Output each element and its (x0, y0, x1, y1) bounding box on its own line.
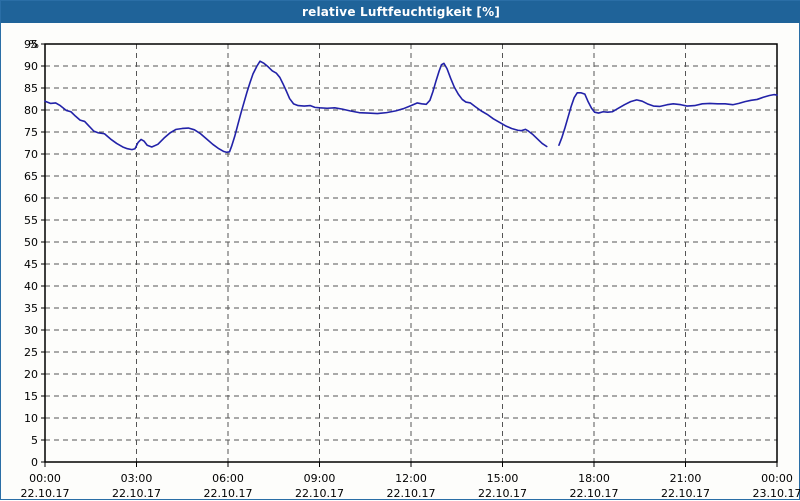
x-axis-time-label: 00:00 (29, 472, 61, 485)
y-axis-tick-label: 10 (24, 412, 38, 425)
chart-canvas: 0 5 10 15 20 25 30 35 40 45 50 55 60 65 70 75 80 85 90 95 0… (1, 23, 800, 501)
y-axis-tick-label: 60 (24, 192, 38, 205)
x-axis-date-label: 22.10.17 (295, 487, 344, 500)
y-axis-tick-label: 85 (24, 82, 38, 95)
y-axis-tick-label: 95 (24, 38, 38, 51)
x-axis-date-label: 22.10.17 (661, 487, 710, 500)
axis-tick-marks (41, 43, 778, 467)
x-axis-date-label: 22.10.17 (478, 487, 527, 500)
y-axis-tick-label: 65 (24, 170, 38, 183)
y-axis-tick-label: 0 (31, 456, 38, 469)
x-axis-time-label: 15:00 (487, 472, 519, 485)
window-title-bar: relative Luftfeuchtigkeit [%] (1, 1, 800, 23)
x-axis-date-label: 22.10.17 (570, 487, 619, 500)
grid-lines (45, 43, 777, 462)
y-axis-tick-label: 70 (24, 148, 38, 161)
y-axis-tick-label: 80 (24, 104, 38, 117)
y-axis-tick-label: 20 (24, 368, 38, 381)
y-axis-tick-label: 55 (24, 214, 38, 227)
y-axis-tick-label: 25 (24, 346, 38, 359)
y-axis-tick-label: 50 (24, 236, 38, 249)
data-series-group (44, 60, 778, 154)
y-axis-tick-label: 15 (24, 390, 38, 403)
y-axis-tick-label: 30 (24, 324, 38, 337)
humidity-line-chart: 0 5 10 15 20 25 30 35 40 45 50 55 60 65 70 75 80 85 90 95 0… (21, 38, 800, 500)
x-axis-time-label: 03:00 (121, 472, 153, 485)
x-axis-date-label: 22.10.17 (204, 487, 253, 500)
x-axis-time-label: 06:00 (212, 472, 244, 485)
x-axis-time-label: 00:00 (761, 472, 793, 485)
x-axis-time-label: 18:00 (578, 472, 610, 485)
x-axis-time-label: 09:00 (304, 472, 336, 485)
y-axis-tick-labels: 0 5 10 15 20 25 30 35 40 45 50 55 60 65 70 75 80 85 90 95 (24, 38, 38, 469)
y-axis-tick-label: 45 (24, 258, 38, 271)
data-line-segment-1 (44, 60, 548, 154)
x-axis-date-label: 22.10.17 (112, 487, 161, 500)
x-axis-date-label: 22.10.17 (387, 487, 436, 500)
y-axis-tick-label: 75 (24, 126, 38, 139)
y-axis-tick-label: 40 (24, 280, 38, 293)
x-axis-time-label: 12:00 (395, 472, 427, 485)
y-axis-tick-label: 90 (24, 60, 38, 73)
x-axis-tick-labels: 00:00 22.10.17 03:00 22.10.17 06:00 22.10.17 0… (21, 472, 800, 500)
y-axis-tick-label: 5 (31, 434, 38, 447)
page-title: relative Luftfeuchtigkeit [%] (301, 5, 501, 19)
y-axis-unit-label: % (29, 38, 39, 51)
x-axis-time-label: 21:00 (670, 472, 702, 485)
x-axis-date-label: 22.10.17 (21, 487, 70, 500)
data-line-segment-2 (558, 92, 778, 146)
x-axis-date-label: 23.10.17 (753, 487, 800, 500)
y-axis-tick-label: 35 (24, 302, 38, 315)
